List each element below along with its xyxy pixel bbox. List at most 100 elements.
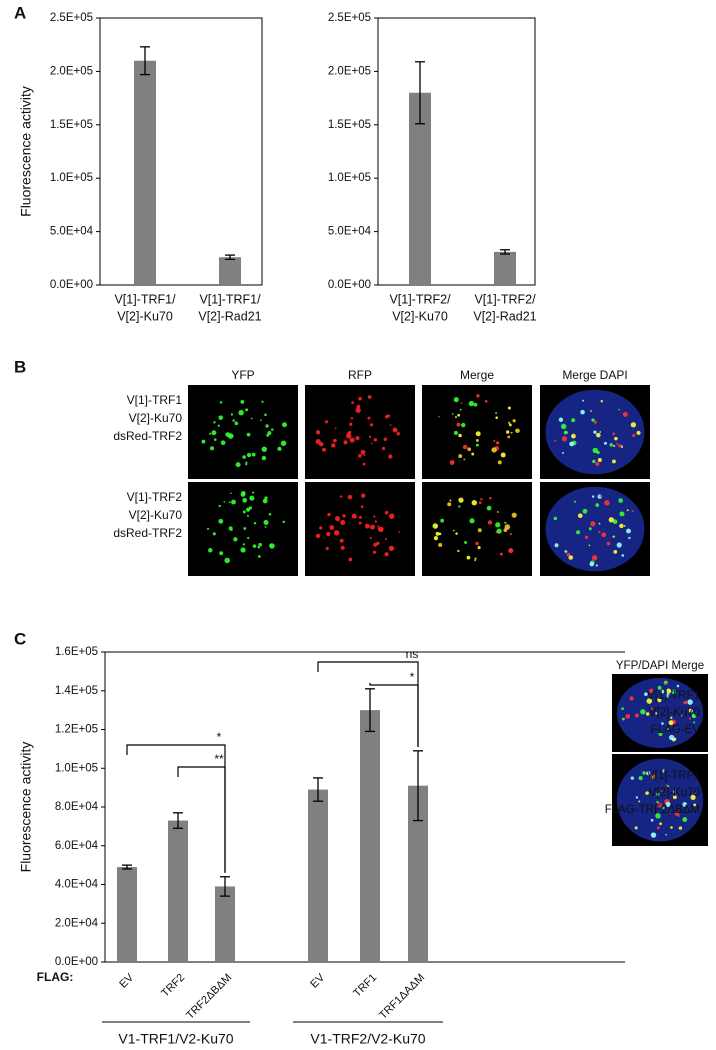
- micrograph: [305, 482, 415, 576]
- x-tick-label: TRF2: [159, 972, 187, 1000]
- y-tick-label: 1.0E+05: [55, 762, 98, 774]
- spot: [217, 424, 220, 427]
- spot: [333, 530, 340, 536]
- spot: [644, 692, 648, 696]
- spot: [497, 460, 502, 465]
- micrograph: [305, 385, 415, 479]
- spot: [225, 432, 231, 437]
- spot: [360, 505, 364, 509]
- spot: [682, 802, 688, 807]
- y-tick-label: 2.0E+04: [55, 917, 99, 929]
- spot: [580, 409, 585, 415]
- spot: [213, 438, 217, 441]
- spot: [333, 438, 337, 443]
- spot: [374, 520, 377, 523]
- spot: [452, 529, 455, 532]
- spot: [508, 548, 514, 554]
- spot: [476, 443, 479, 447]
- y-tick-label: 1.0E+05: [50, 172, 93, 184]
- spot: [447, 502, 452, 507]
- spot: [459, 408, 462, 411]
- spot: [464, 541, 468, 544]
- y-tick-label: 5.0E+04: [50, 226, 94, 238]
- spot: [249, 495, 255, 501]
- spot: [246, 432, 251, 437]
- spot: [660, 790, 663, 792]
- spot: [456, 422, 461, 427]
- spot: [449, 460, 455, 465]
- spot: [218, 415, 224, 420]
- spot: [667, 785, 670, 788]
- y-tick-label: 1.5E+05: [328, 119, 371, 131]
- bar: [360, 710, 380, 962]
- spot: [370, 442, 373, 445]
- spot: [564, 550, 568, 553]
- spot: [672, 795, 677, 800]
- significance-bracket: [369, 682, 419, 747]
- spot: [230, 529, 233, 532]
- spot: [683, 700, 688, 705]
- spot: [348, 557, 353, 562]
- spot: [593, 430, 597, 434]
- spot: [347, 494, 353, 500]
- spot: [560, 423, 567, 430]
- spot: [358, 454, 362, 458]
- spot: [208, 548, 213, 553]
- spot: [245, 408, 249, 412]
- spot: [282, 520, 285, 524]
- spot: [688, 717, 691, 720]
- spot: [554, 543, 559, 548]
- spot: [270, 428, 274, 431]
- spot: [373, 437, 378, 442]
- spot: [622, 411, 628, 418]
- spot: [487, 520, 493, 525]
- spot: [363, 454, 366, 457]
- spot: [476, 394, 480, 398]
- spot: [358, 396, 362, 401]
- nucleus: [616, 677, 704, 749]
- spot: [462, 444, 468, 450]
- spot: [329, 525, 335, 530]
- spot: [230, 492, 232, 495]
- significance-label: ns: [406, 647, 419, 661]
- spot: [362, 462, 366, 466]
- spot: [665, 693, 670, 698]
- spot: [453, 397, 459, 403]
- spot: [618, 408, 620, 411]
- spot: [262, 498, 268, 504]
- spot: [599, 431, 602, 433]
- column-header: YFP: [231, 368, 254, 382]
- spot: [342, 514, 346, 518]
- spot: [263, 519, 269, 526]
- spot: [457, 413, 461, 417]
- spot: [475, 431, 481, 437]
- spot: [507, 435, 511, 439]
- spot: [591, 495, 595, 498]
- bar: [168, 820, 188, 962]
- y-tick-label: 2.0E+05: [50, 65, 93, 77]
- spot: [678, 826, 683, 830]
- spot: [369, 423, 374, 427]
- column-header: RFP: [348, 368, 372, 382]
- spot: [383, 437, 388, 442]
- spot: [595, 564, 598, 567]
- spot: [337, 519, 340, 522]
- y-tick-label: 4.0E+04: [55, 879, 99, 891]
- spot: [645, 712, 650, 716]
- y-tick-label: 0.0E+00: [50, 279, 93, 291]
- spot: [247, 536, 250, 540]
- spot: [373, 542, 378, 547]
- bar: [134, 60, 156, 285]
- bar: [408, 785, 428, 962]
- spot: [261, 446, 268, 452]
- spot: [457, 549, 460, 553]
- x-tick-label: TRF2ΔBΔM: [184, 972, 234, 1022]
- spot: [386, 414, 391, 418]
- spot: [620, 445, 622, 448]
- spot: [612, 535, 615, 538]
- spot: [252, 491, 255, 494]
- spot: [670, 826, 673, 829]
- spot: [433, 536, 439, 541]
- y-tick-label: 5.0E+04: [328, 226, 372, 238]
